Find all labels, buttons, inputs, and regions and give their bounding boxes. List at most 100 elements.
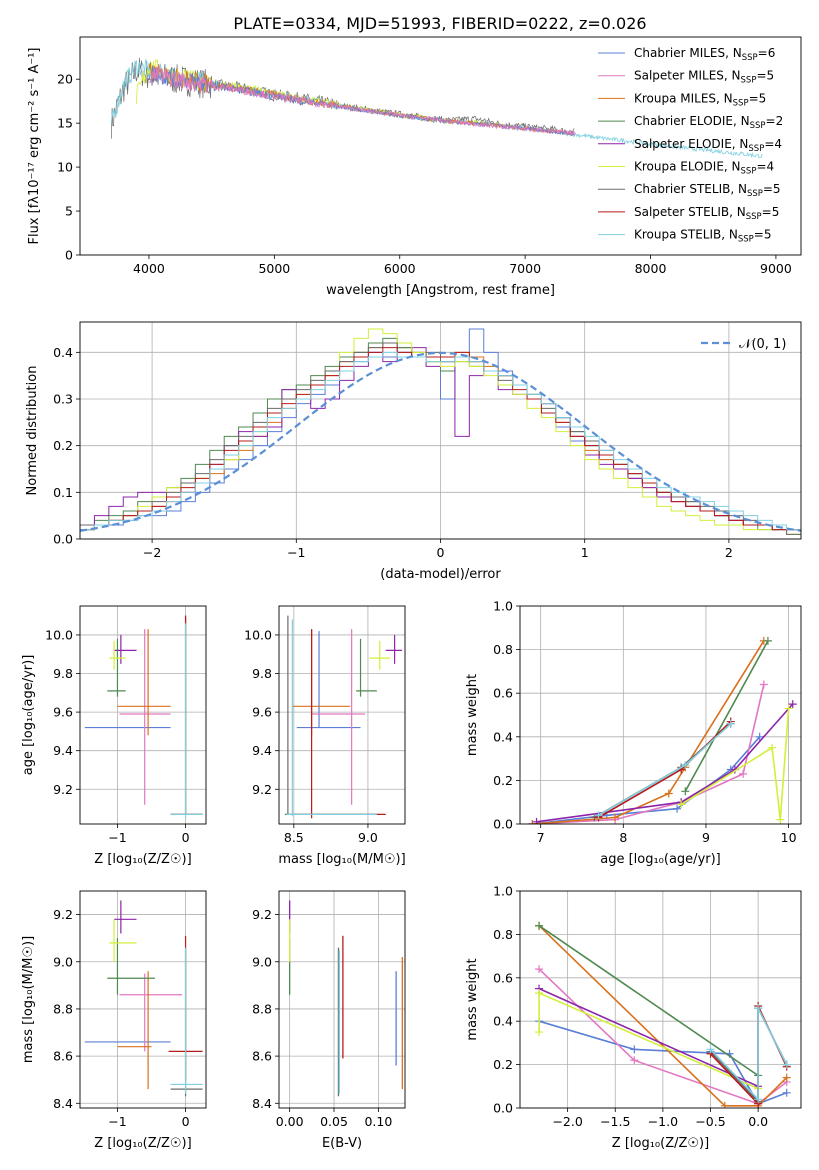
errorbar-chabrier-elodie — [356, 638, 377, 697]
errorbar-chabrier-elodie — [107, 938, 155, 995]
y-tick-label: 20 — [57, 72, 73, 87]
legend-tail: =4 — [756, 160, 774, 174]
series-marker — [611, 813, 620, 822]
y-tick-label: 0.0 — [493, 817, 513, 832]
plot-area — [80, 322, 801, 539]
legend-tail: =5 — [754, 228, 772, 242]
y-tick-label: 9.0 — [53, 954, 73, 969]
errorbar-kroupa-elodie — [109, 640, 126, 670]
x-axis-label: Z [log₁₀(Z/Z☉)] — [612, 1136, 709, 1151]
series-line — [532, 640, 765, 824]
y-tick-label: 10 — [57, 160, 73, 175]
axes-frame — [519, 605, 802, 825]
series-marker — [739, 769, 748, 778]
series-marker — [535, 988, 544, 997]
y-tick-label: 15 — [57, 116, 73, 131]
legend-tail: =4 — [764, 137, 782, 151]
y-axis-label: age [log₁₀(age/yr)] — [21, 655, 36, 776]
x-tick-label: 7 — [537, 830, 545, 845]
series-marker — [720, 1101, 729, 1108]
y-tick-label: 1.0 — [493, 884, 513, 899]
legend-label-kroupa-elodie-n: Kroupa ELODIE, NSSP=4 — [634, 160, 774, 177]
y-tick-label: 10.0 — [244, 627, 272, 642]
legend-tail: =5 — [756, 69, 774, 83]
y-tick-label: 0.6 — [493, 686, 513, 701]
series-marker — [681, 787, 690, 796]
y-tick-label: 1.0 — [493, 599, 513, 614]
errorbar-salpeter-miles — [119, 973, 183, 1052]
axes-mass-vs-metallicity: −1 0 8.4 8.6 8.8 9.0 9.2 Z [log₁₀(Z/Z☉)] mass [l… — [21, 890, 207, 1151]
legend-label-salpeter-stelib-n: Salpeter STELIB, NSSP=5 — [634, 205, 779, 222]
y-tick-label: 8.6 — [53, 1049, 73, 1064]
plot-area — [80, 891, 206, 1108]
x-tick-label: 5000 — [258, 261, 290, 276]
legend-tail: =2 — [766, 114, 784, 128]
errorbar-kroupa-miles — [292, 629, 351, 736]
errorbar-kroupa-stelib — [170, 623, 203, 819]
x-tick-label: 9.0 — [358, 830, 378, 845]
x-axis-label: E(B-V) — [322, 1136, 362, 1151]
y-tick-label: 0.0 — [493, 1101, 513, 1116]
legend-tail: =5 — [763, 182, 781, 196]
series-line — [598, 723, 732, 816]
x-tick-label: 8000 — [635, 261, 667, 276]
axes-spectrum: 4000 5000 6000 7000 8000 9000 0 5 10 15 20 waveleng… — [27, 36, 802, 298]
axes-frame — [79, 605, 207, 825]
x-tick-label: 2 — [725, 545, 733, 560]
series-marker — [664, 789, 673, 798]
x-tick-label: 7000 — [509, 261, 541, 276]
errorbar-salpeter-elodie — [114, 634, 137, 664]
plot-area — [520, 606, 801, 824]
errorbar-salpeter-elodie — [114, 900, 137, 934]
legend-subscript: SSP — [741, 167, 757, 177]
y-tick-label: 9.4 — [53, 743, 73, 758]
y-tick-label: 9.6 — [252, 705, 272, 720]
y-axis-label: Normed distribution — [25, 366, 40, 496]
legend-subscript: SSP — [741, 76, 757, 86]
y-tick-label: 0 — [65, 248, 73, 263]
legend-subscript: SSP — [750, 121, 766, 131]
y-tick-label: 0.6 — [493, 970, 513, 985]
errorbar-salpeter-miles — [119, 629, 171, 805]
series-marker — [759, 680, 768, 689]
x-axis-label: age [log₁₀(age/yr)] — [600, 852, 721, 867]
y-tick-label: 8.8 — [53, 1001, 73, 1016]
series-marker — [784, 704, 793, 713]
legend-tail: =5 — [749, 91, 767, 105]
axes-age-vs-metallicity: −1 0 9.2 9.4 9.6 9.8 10.0 Z [log₁₀(Z/Z☉)] age [l… — [21, 605, 207, 867]
legend-label-kroupa-miles-n: Kroupa MILES, NSSP=5 — [634, 91, 766, 108]
legend-label-salpeter-miles-n: Salpeter MILES, NSSP=5 — [634, 69, 774, 86]
series-line — [709, 1007, 788, 1102]
series-marker — [630, 1045, 639, 1054]
spectrum-line-kroupa-elodie — [136, 58, 500, 127]
figure-title: PLATE=0334, MJD=51993, FIBERID=0222, z=0… — [233, 14, 646, 33]
series-marker — [528, 820, 537, 824]
y-tick-label: 9.8 — [53, 666, 73, 681]
series-salpeter-miles — [528, 680, 768, 824]
errorbar-kroupa-elodie — [109, 919, 137, 962]
series-marker — [768, 743, 777, 752]
x-tick-label: −0.5 — [695, 1114, 725, 1129]
legend-subscript: SSP — [742, 53, 758, 63]
y-tick-label: 0.0 — [53, 532, 73, 547]
series-line — [684, 640, 769, 792]
y-tick-label: 0.8 — [493, 927, 513, 942]
errorbar-chabrier-stelib — [170, 615, 203, 815]
errorbar-salpeter-miles — [311, 629, 365, 805]
errorbar-chabrier-miles — [296, 631, 361, 729]
axes-frame — [278, 605, 406, 825]
series-marker — [782, 1060, 791, 1069]
series-kroupa-stelib — [706, 1004, 791, 1104]
series-marker — [755, 732, 764, 741]
x-tick-label: 0.05 — [320, 1114, 348, 1129]
legend-subscript: SSP — [747, 189, 763, 199]
y-tick-label: 9.2 — [53, 782, 73, 797]
axes-mass-vs-ebv: 0.00 0.05 0.10 8.4 8.6 8.8 9.0 9.2 E(B-V) — [252, 890, 406, 1151]
plot-area — [279, 891, 405, 1108]
x-tick-label: 0.0 — [748, 1114, 768, 1129]
series-chabrier-elodie — [535, 921, 763, 1080]
series-marker — [532, 817, 541, 824]
series-marker — [535, 1028, 544, 1037]
errorbar-salpeter-stelib — [170, 615, 203, 815]
